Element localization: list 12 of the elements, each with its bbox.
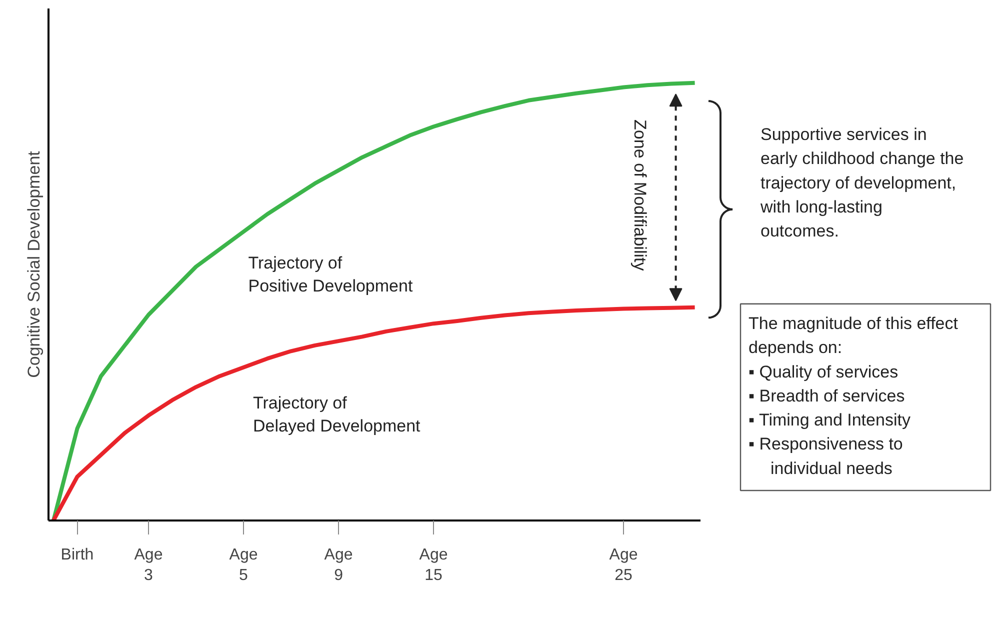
x-tick-label: Age 25 bbox=[609, 546, 638, 584]
series-label: Trajectory of Positive Development bbox=[248, 254, 413, 296]
text: Supportive services in early childhood change the trajectory of development, with long-lasting outcomes. bbox=[760, 125, 964, 241]
x-tick-label: Age 5 bbox=[229, 546, 258, 584]
annotation: Zone of Modifiability bbox=[630, 120, 650, 272]
text: The magnitude of this effect depends on: ▪ Quality of services ▪ Breadth of services ▪ Timing and Intensity ▪ Responsiveness to individual needs bbox=[748, 314, 958, 478]
x-tick-label: Birth bbox=[60, 546, 94, 564]
x-tick-label: Age 9 bbox=[324, 546, 353, 584]
x-tick-label: Age 15 bbox=[419, 546, 448, 584]
series-label: Trajectory of Delayed Development bbox=[253, 394, 421, 436]
y-axis-title: Cognitive Social Development bbox=[24, 150, 44, 378]
x-tick-label: Age 3 bbox=[134, 546, 163, 584]
